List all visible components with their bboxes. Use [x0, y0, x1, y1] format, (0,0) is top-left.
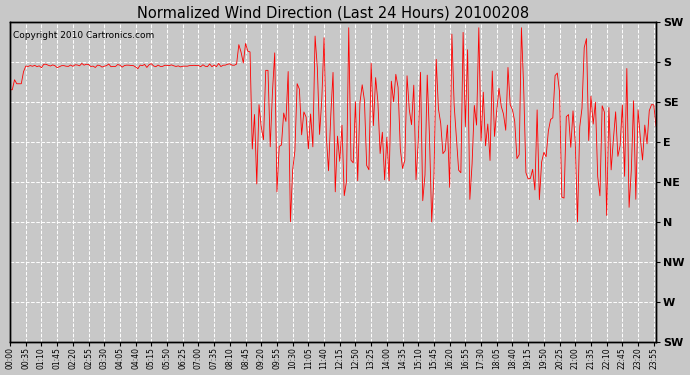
Text: Copyright 2010 Cartronics.com: Copyright 2010 Cartronics.com [13, 32, 155, 40]
Title: Normalized Wind Direction (Last 24 Hours) 20100208: Normalized Wind Direction (Last 24 Hours… [137, 6, 529, 21]
